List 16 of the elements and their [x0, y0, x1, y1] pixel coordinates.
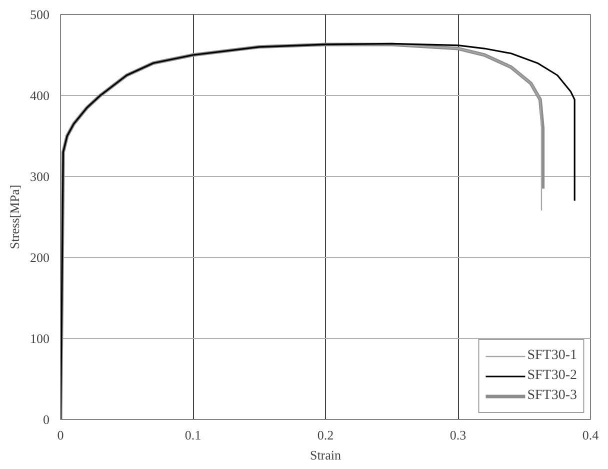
x-tick-label: 0.3 [450, 428, 466, 442]
legend-label: SFT30-1 [527, 348, 577, 364]
legend-label: SFT30-3 [527, 388, 577, 404]
y-tick-label: 400 [30, 88, 50, 103]
legend-label: SFT30-2 [527, 368, 577, 384]
x-axis-title: Strain [310, 448, 342, 462]
x-tick-label: 0.1 [184, 428, 202, 442]
y-tick-label: 500 [30, 7, 50, 22]
y-tick-label: 300 [30, 169, 50, 184]
y-tick-label: 100 [30, 331, 50, 346]
y-tick-label: 200 [30, 250, 50, 265]
x-tick-label: 0.2 [317, 428, 334, 442]
y-tick-label: 0 [43, 412, 50, 427]
y-axis-title: Stress[MPa] [7, 184, 22, 250]
x-tick-label: 0.4 [582, 428, 600, 442]
x-tick-label: 0 [57, 428, 64, 442]
